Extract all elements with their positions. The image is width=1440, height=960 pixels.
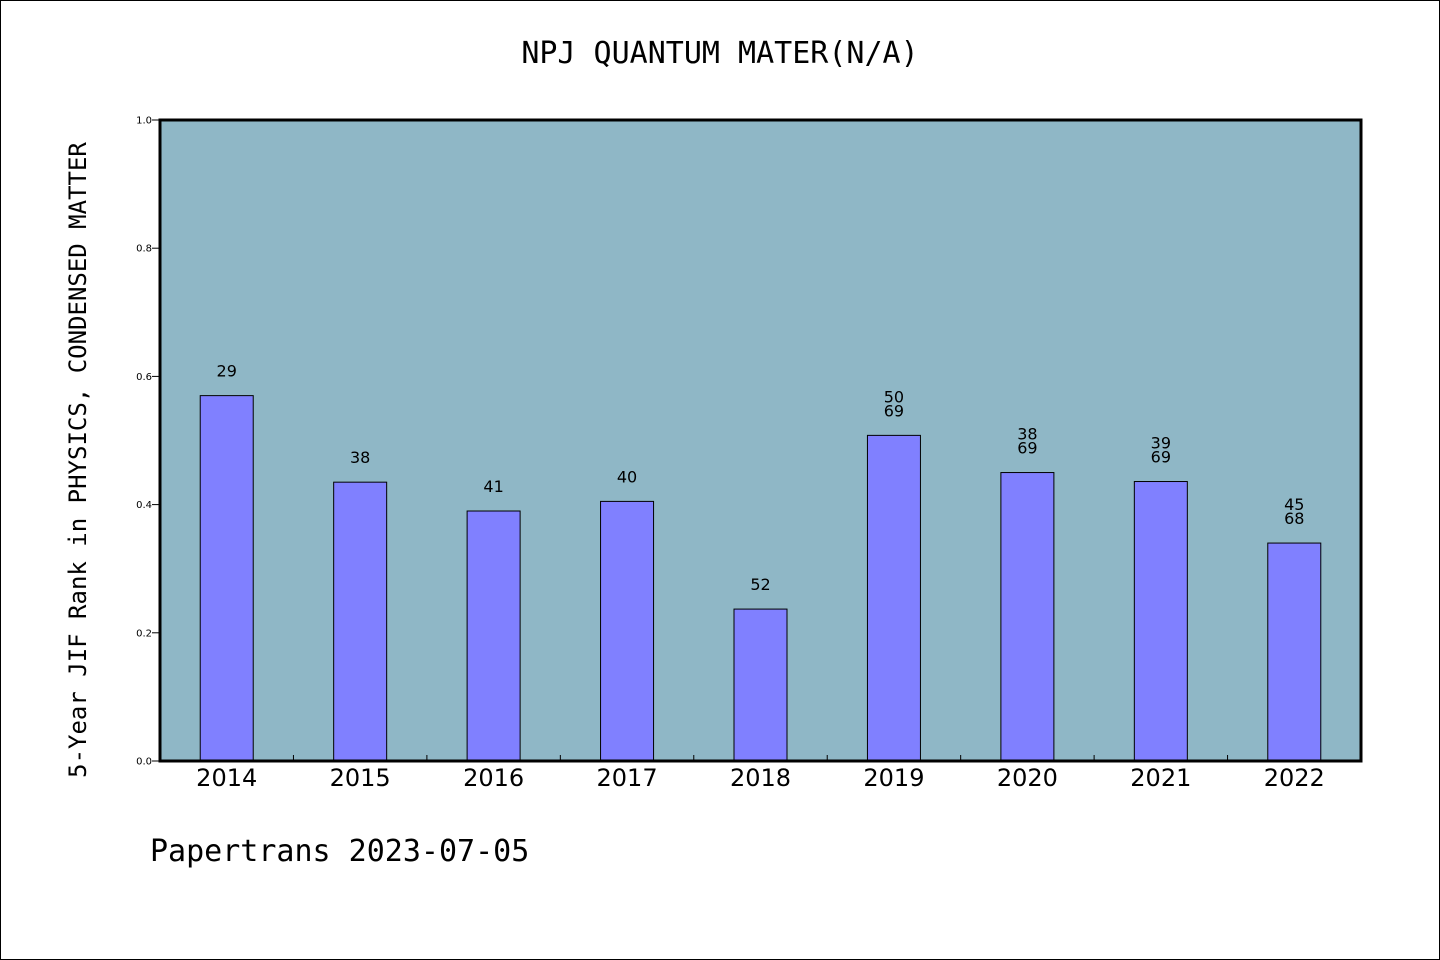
y-tick-label: 0.6 [136, 372, 152, 383]
bar [1133, 481, 1188, 762]
y-tick-label: 0.4 [136, 500, 152, 511]
x-axis: 2014 2015 2016 2017 2018 2019 2020 2021 2022 [196, 755, 1325, 792]
x-tick-label: 2021 [1130, 764, 1191, 792]
data-label: 45 [1284, 495, 1304, 514]
data-label: 69 [1017, 439, 1037, 458]
bar [866, 434, 921, 762]
data-label: 39 [1151, 434, 1171, 453]
data-label: 68 [1284, 509, 1304, 528]
y-tick-label: 0.2 [136, 628, 152, 639]
data-label: 69 [884, 401, 904, 420]
data-label: 38 [1017, 425, 1037, 444]
x-tick-label: 2019 [863, 764, 924, 792]
y-tick-label: 0.8 [136, 244, 152, 255]
bar [199, 395, 254, 762]
data-label: 52 [750, 575, 770, 594]
x-tick-label: 2015 [330, 764, 391, 792]
x-tick-label: 2018 [730, 764, 791, 792]
data-label: 50 [884, 387, 904, 406]
x-tick-label: 2017 [597, 764, 658, 792]
bar [1267, 542, 1322, 762]
bar [733, 608, 788, 762]
data-label: 41 [483, 477, 503, 496]
data-label: 40 [617, 467, 637, 486]
bar [333, 481, 388, 762]
footer-source: Papertrans 2023-07-05 [150, 834, 530, 869]
x-tick-label: 2020 [997, 764, 1058, 792]
x-tick-label: 2016 [463, 764, 524, 792]
y-tick-label: 0.0 [136, 757, 152, 768]
chart-title: NPJ QUANTUM MATER(N/A) [521, 36, 919, 71]
plot-border [158, 118, 1363, 763]
bar [600, 500, 655, 762]
data-label: 38 [350, 448, 370, 467]
y-tick-label: 1.0 [136, 116, 152, 127]
data-label: 69 [1151, 448, 1171, 467]
y-axis: 0.0 0.2 0.4 0.6 0.8 1.0 [136, 116, 160, 768]
bar [466, 510, 521, 762]
bar [1000, 472, 1055, 762]
data-label: 29 [217, 362, 237, 381]
x-tick-label: 2022 [1264, 764, 1325, 792]
x-tick-label: 2014 [196, 764, 257, 792]
